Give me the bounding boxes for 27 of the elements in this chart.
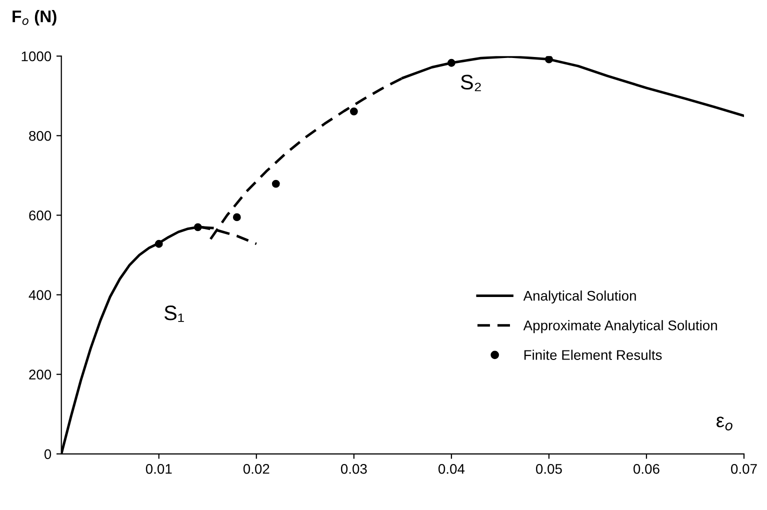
y-tick-label: 600: [29, 210, 52, 220]
y-tick-label: 400: [28, 290, 52, 300]
x-tick-label: 0.07: [731, 464, 757, 474]
legend-label: Finite Element Results: [524, 350, 662, 360]
x-axis-title: ε$_{o}$: [716, 416, 732, 430]
point: [232, 213, 241, 222]
point: [272, 180, 280, 188]
x-tick-label: 0.03: [340, 464, 367, 474]
legend-label: Approximate Analytical Solution: [523, 320, 717, 334]
y-tick-label: 0: [44, 449, 52, 460]
legend-label: Analytical Solution: [523, 290, 636, 304]
y-tick-label: 1000: [22, 51, 52, 62]
x-tick-label: 0.04: [438, 464, 465, 474]
y-tick-label: 200: [29, 370, 52, 380]
x-tick-label: 0.05: [536, 464, 562, 474]
x-tick-label: 0.01: [146, 464, 172, 474]
x-tick-label: 0.02: [243, 464, 270, 474]
x-tick-label: 0.06: [634, 464, 660, 474]
point: [154, 240, 163, 248]
point: [194, 223, 202, 232]
annotation: S₁: [164, 306, 184, 322]
y-tick-label: 800: [29, 130, 52, 141]
annotation: S₂: [460, 74, 481, 92]
y-axis-title: F$_{o}$ (N): [12, 10, 56, 26]
point: [545, 56, 553, 64]
point: [350, 107, 358, 116]
point: [447, 58, 456, 67]
